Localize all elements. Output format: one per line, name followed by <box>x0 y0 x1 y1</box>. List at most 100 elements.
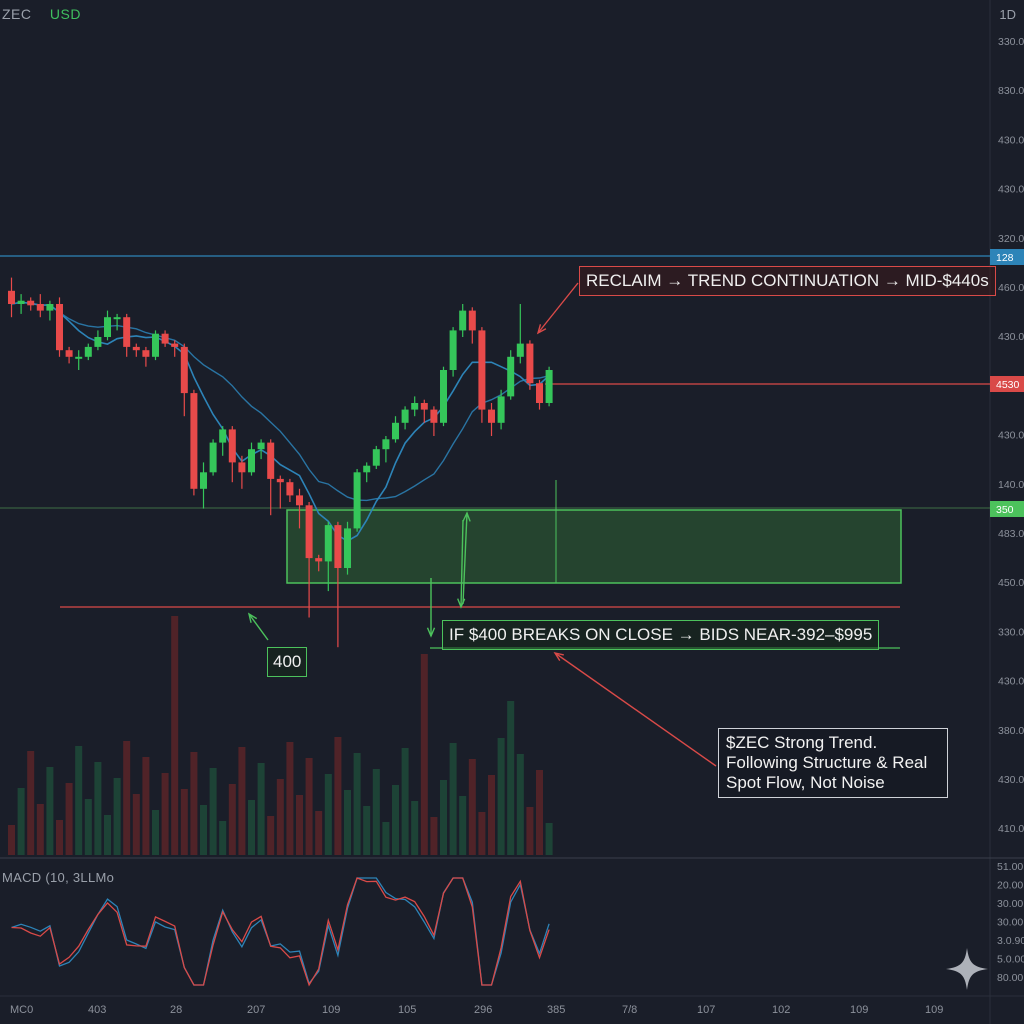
candle-body <box>344 528 351 568</box>
note-arrow-head <box>553 651 564 662</box>
volume-bar <box>488 775 495 855</box>
volume-bar <box>17 788 25 855</box>
volume-bar <box>219 821 227 855</box>
volume-bar <box>267 816 275 855</box>
candle-body <box>401 409 409 423</box>
candle-body <box>488 409 495 423</box>
time-axis-label: 28 <box>170 1004 182 1016</box>
volume-bar <box>420 654 428 855</box>
volume-bar <box>392 785 399 855</box>
time-axis-label: MC0 <box>10 1004 33 1016</box>
volume-bar <box>161 773 169 855</box>
candle-body <box>468 310 476 331</box>
macd-axis-label: 5.0.00 <box>997 954 1024 966</box>
price-axis-label: 430.0 <box>998 331 1024 343</box>
price-axis-label: 430.0 <box>998 184 1024 196</box>
price-axis-label: 380.0 <box>998 725 1024 737</box>
candle-body <box>94 337 102 347</box>
price-axis-label: 330.0 <box>998 36 1024 48</box>
break-annotation: IF $400 BREAKS ON CLOSE → BIDS NEAR-392–… <box>442 620 880 650</box>
price-axis-label: 460.0 <box>998 282 1024 294</box>
volume-bar <box>65 783 73 855</box>
sparkle-icon <box>946 948 988 990</box>
time-axis-label: 109 <box>850 1004 868 1016</box>
volume-bar <box>248 800 255 855</box>
volume-bar <box>344 790 351 855</box>
price-axis-label: 450.0 <box>998 577 1024 589</box>
volume-bar <box>324 774 332 855</box>
volume-bar <box>94 762 102 855</box>
volume-bar <box>36 804 44 855</box>
time-axis-label: 109 <box>925 1004 943 1016</box>
level-arrow <box>248 613 269 641</box>
macd-axis-label: 30.00 <box>997 917 1023 929</box>
candle-body <box>132 346 140 351</box>
price-axis-label: 430.0 <box>998 134 1024 146</box>
candle-body <box>430 409 438 423</box>
volume-bar <box>305 758 313 855</box>
price-axis-label: 410.0 <box>998 823 1024 835</box>
candle-body <box>36 304 44 311</box>
time-axis-label: 7/8 <box>622 1004 637 1016</box>
candle-body <box>209 442 217 473</box>
volume-bar <box>152 810 159 855</box>
macd-axis-label: 30.00 <box>997 898 1023 910</box>
candle-body <box>286 482 294 496</box>
volume-bar <box>104 815 111 855</box>
currency-label: USD <box>49 6 81 22</box>
macd-axis-label: 20.00 <box>997 880 1023 892</box>
price-axis-label: 483.0 <box>998 528 1024 540</box>
candle-body <box>65 350 73 357</box>
volume-bar <box>468 759 476 855</box>
note-arrow <box>554 652 717 767</box>
volume-bar <box>516 754 524 855</box>
break-arrow-up <box>462 512 468 605</box>
candle-body <box>248 449 255 473</box>
volume-bar <box>209 768 217 855</box>
time-axis-label: 296 <box>474 1004 492 1016</box>
reclaim-arrow-head <box>536 324 547 335</box>
time-axis-label: 403 <box>88 1004 106 1016</box>
candle-body <box>200 472 207 489</box>
candle-body <box>449 330 457 370</box>
candle-body <box>171 343 179 347</box>
macd-label: MACD (10, 3LLMo <box>2 870 115 885</box>
candle-body <box>420 403 428 410</box>
volume-bar <box>353 753 361 855</box>
price-tag <box>990 501 1024 517</box>
candle-body <box>75 356 83 359</box>
volume-bar <box>286 742 294 855</box>
candle-body <box>152 333 159 357</box>
volume-bar <box>363 806 371 855</box>
macd-axis-label: 3.0.90 <box>997 935 1024 947</box>
candle-body <box>372 449 380 466</box>
candle-body <box>392 422 399 440</box>
candle-body <box>190 393 198 489</box>
break-arrow-up-b <box>460 519 464 608</box>
price-tag-label: 128 <box>996 252 1014 264</box>
level-arrow-head <box>247 612 258 623</box>
volume-bar <box>190 752 198 855</box>
candle-body <box>507 356 515 397</box>
macd-signal-line <box>11 877 550 987</box>
candle-body <box>27 300 35 306</box>
candle-body <box>17 300 25 304</box>
candle-body <box>536 383 543 403</box>
price-axis-label: 140.0 <box>998 479 1024 491</box>
volume-bar <box>228 784 236 855</box>
volume-bar <box>180 789 188 855</box>
candle-body <box>161 333 169 344</box>
price-axis-label: 330.0 <box>998 626 1024 638</box>
timeframe-label[interactable]: 1D <box>999 7 1016 22</box>
candle-body <box>545 370 553 403</box>
volume-bar <box>459 796 467 855</box>
price-axis-label: 430.0 <box>998 430 1024 442</box>
candle-body <box>334 525 342 568</box>
macd-axis-label: 51.00 <box>997 861 1023 873</box>
volume-bar <box>497 738 505 855</box>
volume-bar <box>372 769 380 855</box>
candle-body <box>526 343 534 384</box>
volume-bar <box>478 812 486 855</box>
candle-body <box>180 346 188 394</box>
